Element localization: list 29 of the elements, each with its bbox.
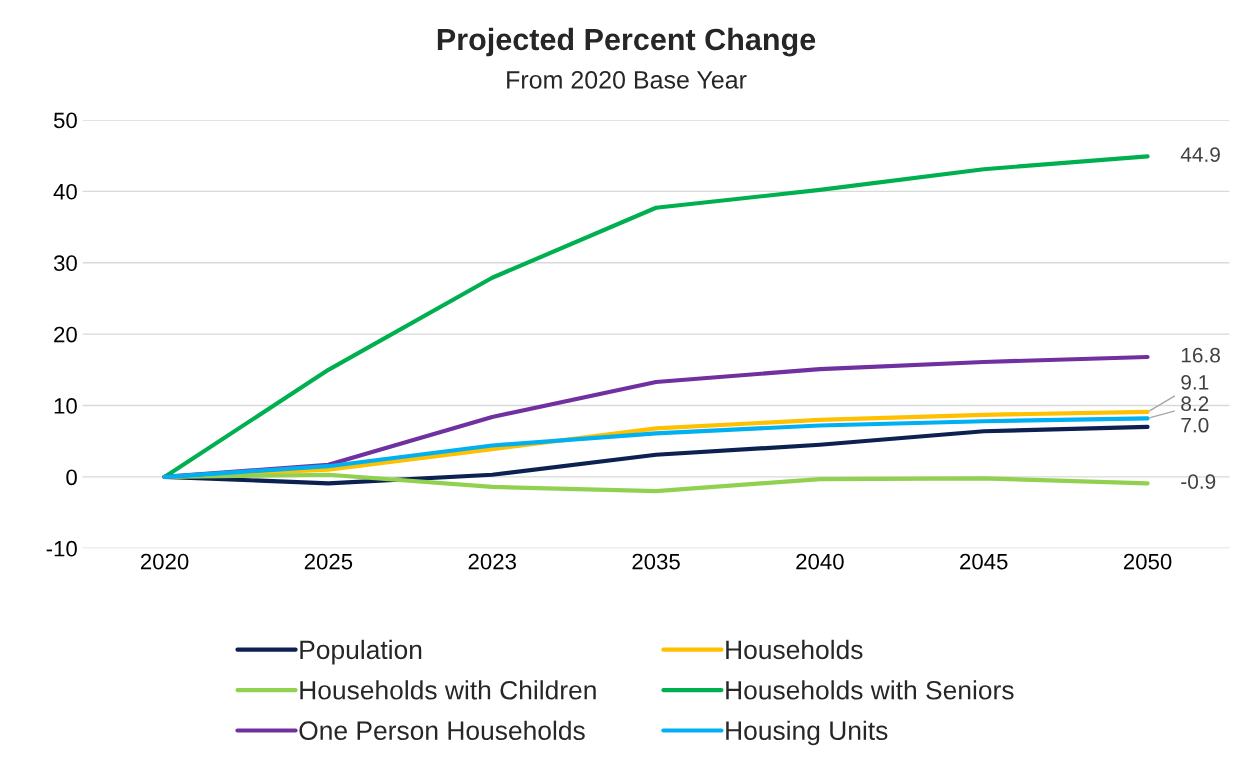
x-tick-label: 2025 xyxy=(304,553,353,570)
legend-label: Households with Seniors xyxy=(726,680,1014,700)
legend-label: Population xyxy=(300,639,422,665)
x-tick-label: 2040 xyxy=(796,553,844,570)
x-tick-label: 2045 xyxy=(960,553,1008,570)
legend-label: Housing Units xyxy=(726,720,888,746)
y-tick-label: 20 xyxy=(54,326,77,343)
y-tick-label: 0 xyxy=(66,469,77,486)
legend-label: One Person Households xyxy=(299,720,585,741)
chart-subtitle: From 2020 Base Year xyxy=(507,70,747,89)
x-tick-label: 2023 xyxy=(468,553,516,570)
chart-title: Projected Percent Change xyxy=(437,27,816,57)
x-tick-label: 2050 xyxy=(1123,553,1172,570)
y-tick-label: 30 xyxy=(53,255,77,272)
x-tick-label: 2020 xyxy=(140,553,189,570)
legend-label: Households with Children xyxy=(300,680,596,700)
line-series xyxy=(162,154,1150,479)
data-label: 7.0 xyxy=(1181,417,1209,433)
data-label: 8.2 xyxy=(1181,396,1209,412)
y-tick-label: 40 xyxy=(53,183,77,200)
data-label: 44.9 xyxy=(1180,147,1220,162)
y-tick-label: 50 xyxy=(53,112,77,129)
data-label: 9.1 xyxy=(1181,374,1209,390)
legend-label: Households xyxy=(726,639,863,660)
y-tick-label: 10 xyxy=(54,398,77,414)
y-tick-label: -10 xyxy=(46,540,77,557)
data-label: -0.9 xyxy=(1181,474,1216,489)
data-label: 16.8 xyxy=(1181,347,1220,363)
x-tick-label: 2035 xyxy=(632,553,680,570)
